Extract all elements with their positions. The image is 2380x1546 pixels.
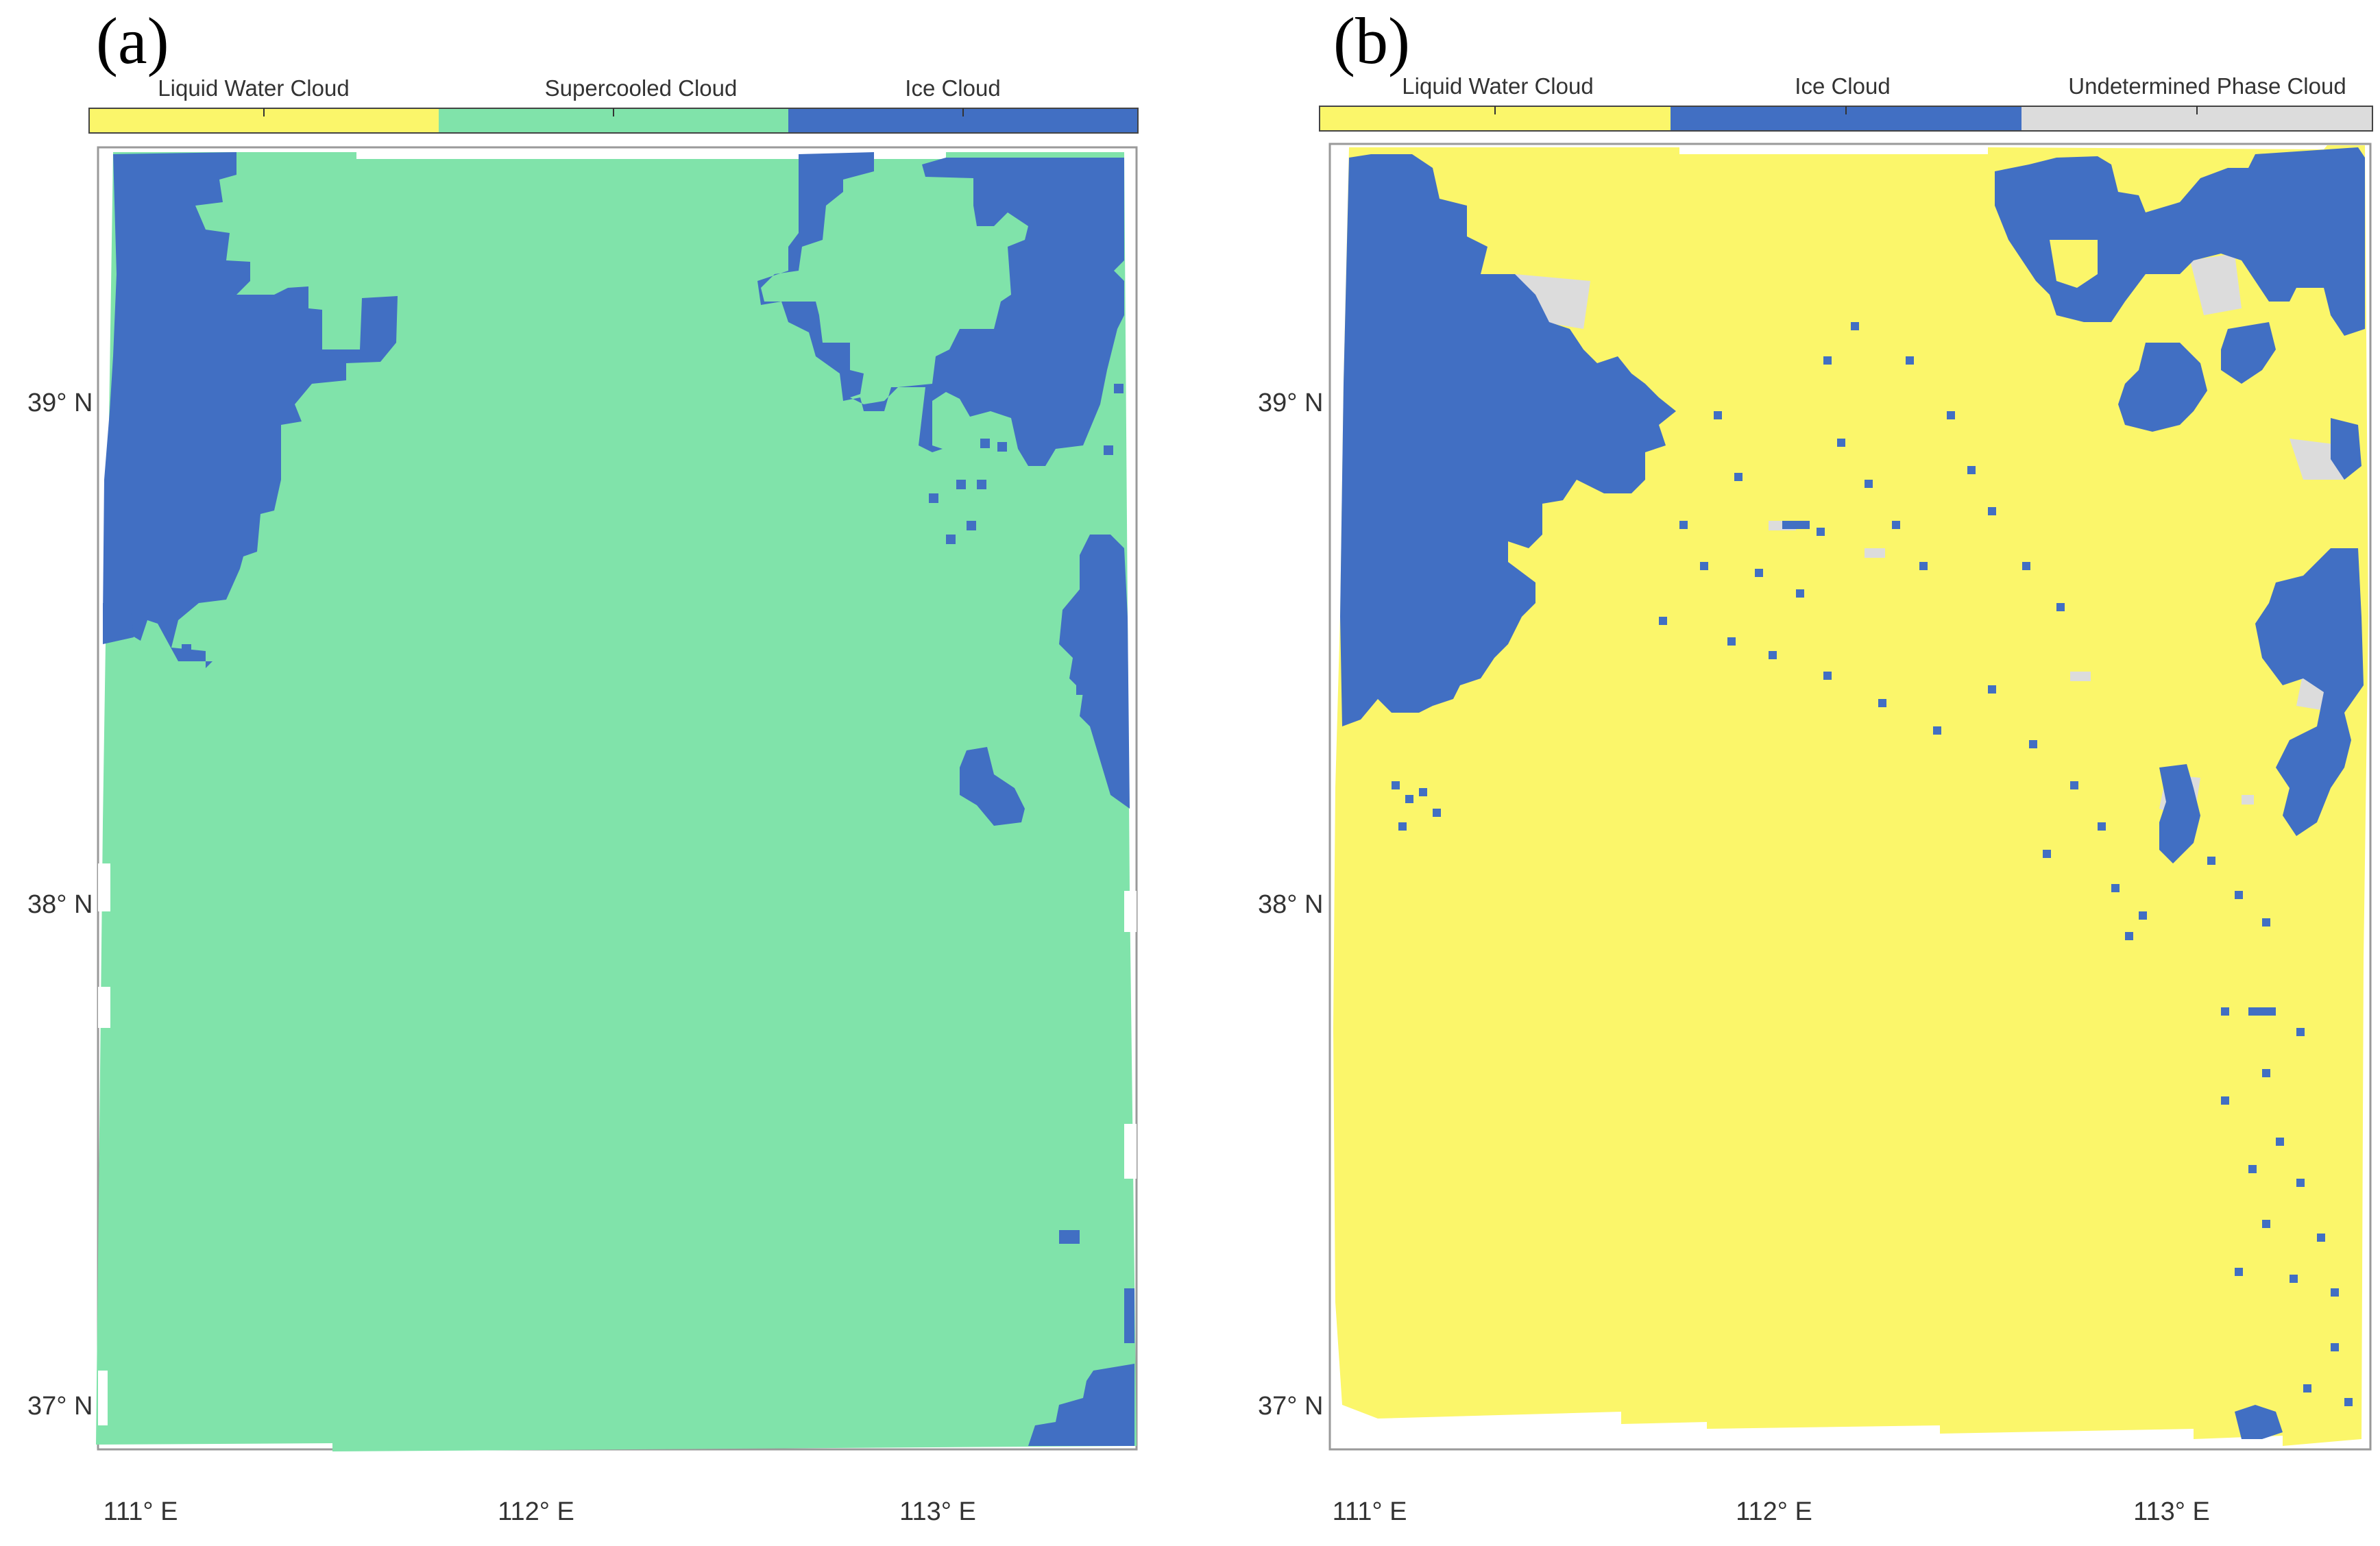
- panel-a-ice-cloud-regions: [103, 152, 1134, 1446]
- panel-a-lon-tick-113: 113° E: [899, 1497, 976, 1526]
- panel-a-no-data-gaps: [98, 863, 1137, 1425]
- panel-a-colorbar-label-ice: Ice Cloud: [905, 75, 1000, 101]
- panel-b-lat-tick-37: 37° N: [1258, 1392, 1323, 1421]
- panel-b: (b) Liquid Water Cloud Ice Cloud Undeter…: [1258, 4, 2373, 1526]
- panel-a-lat-tick-38: 38° N: [27, 890, 93, 919]
- panel-b-colorbar-label-liquid: Liquid Water Cloud: [1402, 73, 1593, 99]
- panel-a-lon-tick-112: 112° E: [498, 1497, 574, 1526]
- panel-b-colorbar-label-ice: Ice Cloud: [1795, 73, 1890, 99]
- panel-a-swath: [96, 152, 1137, 1451]
- panel-a-colorbar-label-liquid: Liquid Water Cloud: [158, 75, 349, 101]
- panel-a-label: (a): [96, 4, 169, 77]
- panel-a-lat-ticks: 39° N 38° N 37° N: [27, 389, 93, 1421]
- panel-a-lat-tick-37: 37° N: [27, 1392, 93, 1421]
- panel-a-map: [96, 146, 1138, 1451]
- panel-b-lat-tick-38: 38° N: [1258, 890, 1323, 919]
- panel-b-lon-tick-111: 111° E: [1333, 1497, 1407, 1526]
- panel-a-lat-tick-39: 39° N: [27, 389, 93, 417]
- panel-a-colorbar-label-supercooled: Supercooled Cloud: [545, 75, 738, 101]
- panel-b-lon-tick-113: 113° E: [2133, 1497, 2210, 1526]
- panel-b-colorbar-label-undetermined: Undetermined Phase Cloud: [2068, 73, 2346, 99]
- panel-b-lat-ticks: 39° N 38° N 37° N: [1258, 389, 1323, 1421]
- panel-a-colorbar: Liquid Water Cloud Supercooled Cloud Ice…: [88, 75, 1139, 134]
- panel-b-map: [1328, 143, 2372, 1451]
- panel-b-colorbar: Liquid Water Cloud Ice Cloud Undetermine…: [1319, 73, 2373, 132]
- panel-a-lon-tick-111: 111° E: [104, 1497, 178, 1526]
- panel-b-lon-ticks: 111° E 112° E 113° E: [1333, 1497, 2210, 1526]
- panel-a: (a) Liquid Water Cloud Supercooled Cloud…: [27, 4, 1139, 1526]
- panel-b-lon-tick-112: 112° E: [1736, 1497, 1812, 1526]
- panel-b-label: (b): [1333, 4, 1410, 77]
- panel-b-lat-tick-39: 39° N: [1258, 389, 1323, 417]
- panel-b-ice-cloud-regions: [1340, 147, 2365, 1439]
- panel-a-lon-ticks: 111° E 112° E 113° E: [104, 1497, 976, 1526]
